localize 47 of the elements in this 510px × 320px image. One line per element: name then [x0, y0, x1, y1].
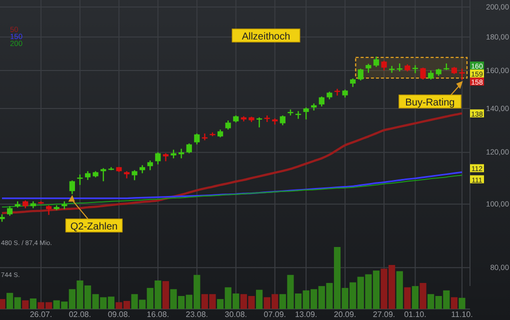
bar: [256, 290, 263, 309]
bar: [412, 286, 419, 309]
annotation: Allzeithoch: [242, 32, 290, 42]
bar: [396, 271, 403, 309]
x-tick-label: 16.08.: [146, 310, 170, 319]
candlestick: [186, 142, 192, 154]
candlestick: [389, 65, 395, 74]
candlestick: [428, 70, 434, 80]
x-tick-label: 07.09.: [264, 310, 286, 319]
bar: [22, 300, 29, 309]
x-tick-label: 11.10.: [451, 310, 473, 319]
x-tick-label: 13.09.: [294, 310, 318, 319]
candlestick: [132, 170, 138, 181]
candlestick: [358, 68, 364, 82]
candlestick: [46, 204, 52, 216]
bar: [404, 287, 411, 309]
candlestick: [303, 106, 309, 120]
candlestick: [318, 96, 324, 108]
x-tick-label: 01.10.: [404, 310, 426, 319]
x-tick-label: 20.09.: [334, 310, 356, 319]
x-tick-label: 27.09.: [372, 310, 396, 319]
candlestick: [147, 160, 153, 171]
candlestick: [280, 114, 286, 126]
bar: [162, 281, 170, 309]
bar: [0, 299, 6, 309]
x-tick-label: 30.08.: [224, 310, 248, 319]
candlestick: [225, 120, 231, 130]
bar: [30, 298, 36, 309]
candlestick: [381, 60, 387, 72]
annotation: Buy-Rating: [405, 98, 455, 108]
x-tick-label: 09.08.: [108, 310, 130, 319]
bar: [420, 282, 426, 309]
candlestick: [6, 206, 13, 216]
candlestick: [77, 174, 83, 186]
x-tick-label: 26.07.: [30, 310, 52, 319]
annotation: Q2-Zahlen: [70, 222, 118, 232]
bar: [450, 297, 458, 309]
candlestick: [124, 170, 130, 179]
candlestick: [420, 67, 426, 80]
candlestick: [373, 56, 380, 68]
candlestick: [69, 180, 75, 195]
candlestick: [100, 168, 106, 182]
x-tick-label: 23.08.: [186, 310, 208, 319]
candlestick: [194, 132, 200, 145]
x-tick-label: 02.08.: [68, 310, 92, 319]
bar: [458, 298, 466, 309]
candlestick: [155, 152, 161, 166]
